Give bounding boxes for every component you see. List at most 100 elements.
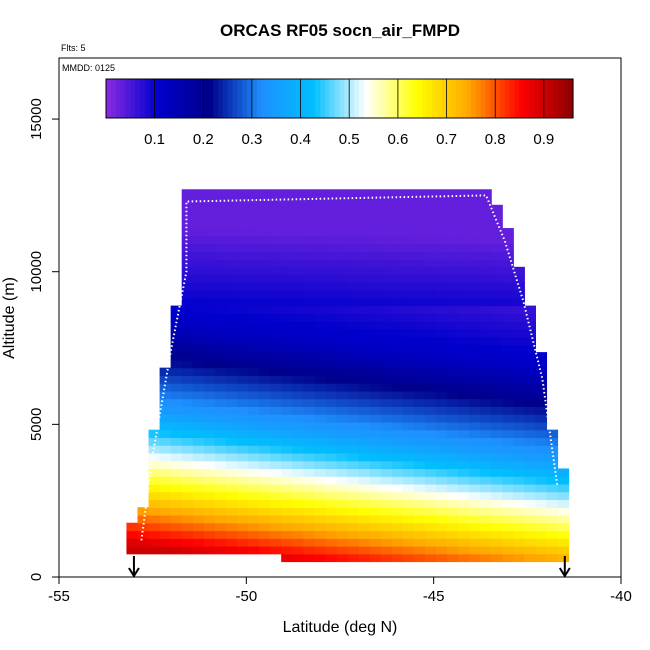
- field-cell: [513, 483, 525, 493]
- field-cell: [513, 336, 525, 345]
- field-cell: [325, 297, 338, 307]
- field-cell: [491, 375, 503, 384]
- field-cell: [225, 274, 238, 283]
- field-cell: [557, 483, 570, 493]
- field-cell: [413, 445, 426, 454]
- field-cell: [303, 266, 315, 276]
- field-cell: [502, 491, 514, 501]
- field-cell: [513, 375, 525, 384]
- colorbar-segment: [548, 79, 555, 118]
- field-cell: [347, 452, 360, 462]
- field-cell: [192, 522, 205, 532]
- field-cell: [303, 414, 315, 423]
- field-cell: [303, 359, 315, 369]
- field-cell: [192, 421, 205, 431]
- field-cell: [159, 476, 172, 485]
- field-cell: [236, 483, 249, 493]
- field-cell: [480, 375, 492, 384]
- field-cell: [347, 235, 360, 245]
- field-cell: [192, 507, 205, 516]
- field-cell: [491, 429, 503, 439]
- field-cell: [358, 189, 371, 198]
- field-cell: [259, 545, 271, 555]
- field-cell: [259, 352, 271, 361]
- field-cell: [192, 491, 205, 501]
- field-cell: [469, 553, 481, 563]
- field-cell: [248, 290, 260, 299]
- field-cell: [181, 375, 194, 384]
- field-cell: [303, 251, 315, 260]
- field-cell: [524, 445, 536, 454]
- field-cell: [181, 290, 194, 299]
- field-cell: [259, 313, 271, 322]
- colorbar-segment: [320, 79, 326, 118]
- field-cell: [314, 414, 326, 423]
- field-cell: [469, 220, 481, 229]
- field-cell: [159, 383, 172, 392]
- field-cell: [170, 336, 183, 345]
- field-cell: [203, 274, 216, 283]
- field-cell: [192, 483, 205, 493]
- field-cell: [248, 507, 260, 516]
- field-cell: [480, 367, 492, 376]
- field-cell: [159, 530, 172, 539]
- field-cell: [259, 220, 271, 229]
- colorbar-segment: [305, 79, 311, 118]
- field-cell: [358, 336, 371, 345]
- field-cell: [303, 344, 315, 353]
- field-cell: [480, 290, 492, 299]
- field-cell: [170, 468, 183, 477]
- field-cell: [192, 460, 205, 470]
- field-cell: [347, 530, 360, 539]
- field-cell: [170, 499, 183, 508]
- field-cell: [281, 507, 293, 516]
- field-cell: [413, 297, 426, 307]
- field-cell: [491, 344, 503, 353]
- field-cell: [259, 414, 271, 423]
- field-cell: [325, 321, 338, 330]
- field-cell: [446, 359, 459, 369]
- field-cell: [270, 507, 282, 516]
- field-cell: [424, 204, 437, 214]
- flight-marker-arrow: [558, 556, 571, 578]
- field-cell: [281, 468, 293, 477]
- field-cell: [513, 297, 525, 307]
- x-axis-label: Latitude (deg N): [283, 619, 398, 636]
- field-cell: [259, 476, 271, 485]
- field-cell: [513, 274, 525, 283]
- field-cell: [292, 282, 304, 291]
- field-cell: [358, 398, 371, 407]
- field-cell: [192, 212, 205, 221]
- field-cell: [358, 530, 371, 539]
- field-cell: [480, 398, 492, 407]
- field-cell: [557, 491, 570, 501]
- field-cell: [458, 259, 470, 268]
- field-cell: [491, 204, 503, 214]
- field-cell: [358, 429, 371, 439]
- field-cell: [502, 414, 514, 423]
- field-cell: [225, 220, 238, 229]
- field-cell: [402, 483, 415, 493]
- field-cell: [513, 290, 525, 299]
- field-cell: [524, 545, 536, 555]
- field-cell: [281, 204, 293, 214]
- field-cell: [259, 204, 271, 214]
- field-cell: [314, 243, 326, 252]
- field-cell: [469, 398, 481, 407]
- field-cell: [413, 538, 426, 547]
- field-cell: [358, 228, 371, 237]
- field-cell: [181, 274, 194, 283]
- field-cell: [347, 352, 360, 361]
- field-cell: [214, 452, 227, 462]
- field-cell: [159, 375, 172, 384]
- field-cell: [424, 553, 437, 563]
- field-cell: [424, 344, 437, 353]
- field-cell: [546, 545, 559, 555]
- field-cell: [270, 483, 282, 493]
- field-cell: [458, 530, 470, 539]
- field-cell: [192, 352, 205, 361]
- field-cell: [170, 530, 183, 539]
- field-cell: [458, 274, 470, 283]
- field-cell: [469, 212, 481, 221]
- field-cell: [435, 189, 448, 198]
